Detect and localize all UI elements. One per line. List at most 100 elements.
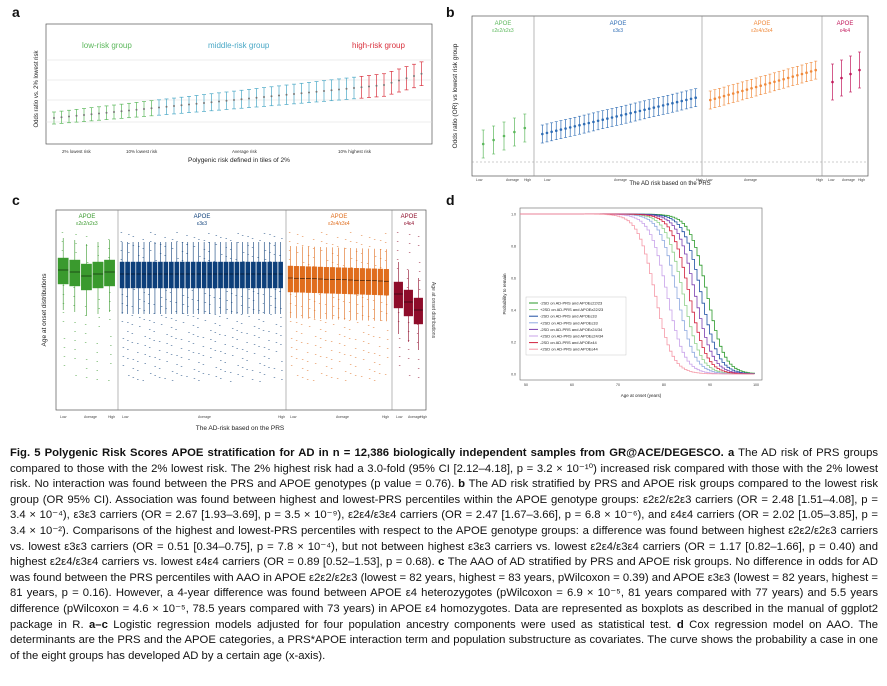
panel-d-xlabel: Age at onset (years) [621,393,662,398]
panel-a-errorbar [359,75,364,99]
panel-c-boxplot [234,233,240,375]
panel-b-xtick: High [816,178,823,182]
panel-d-ytick: 0.6 [511,277,516,281]
panel-c-boxplot [323,234,330,376]
panel-d-ytick: 1.0 [511,213,516,217]
panel-c-boxplot [179,242,185,376]
panel-c-ylabel-right: Age at onset distributions [430,282,436,339]
panel-c-group-sub: ε2ε4/ε3ε4 [328,221,350,227]
panel-a-errorbar [337,78,341,101]
panel-d-ytick: 0.0 [511,373,516,377]
panel-a-xtick-0: 2% lowest risk [62,149,92,154]
panel-b-errorbar [727,85,731,105]
panel-c-boxplot [261,233,267,375]
panel-c-xtick: Average [336,415,349,419]
panel-c-group-title: APOE [331,214,348,220]
panel-c-boxplot [201,240,207,374]
panel-b-errorbar [763,75,767,94]
panel-a-errorbar [202,94,206,112]
svg-text:-2SD on AD-PRS and APOEε22/23: -2SD on AD-PRS and APOEε22/23 [540,301,603,306]
panel-d-legend-entry: -2SD on AD-PRS and APOEε44 [529,340,597,345]
panel-a-errorbar [224,91,229,110]
panel-b-errorbar [754,77,758,97]
panel-a-errorbar [97,106,101,121]
panel-d-legend-entry: +2SD on AD-PRS and APOEε33 [529,320,598,325]
panel-a-label: a [12,4,20,20]
panel-b-errorbar [619,106,623,125]
panel-c-boxplot [104,239,116,381]
panel-c-boxplot [174,232,180,374]
panel-c-boxplot [147,232,152,374]
panel-c-group-sub: ε3ε3 [197,221,207,227]
panel-c-xtick: Low [396,415,403,419]
panel-b-errorbar [717,88,721,107]
panel-c-boxplot [229,240,234,382]
panel-a-errorbar [314,81,319,103]
panel-c-boxplot [278,238,283,380]
panel-c-ylabel: Age at onset distributions [41,273,48,347]
panel-c-group-sub: ε2ε2/ε2ε3 [76,221,98,227]
panel-c-boxplot [359,235,366,377]
panel-a-errorbar [164,98,169,115]
panel-a-errorbar [82,108,86,122]
panel-a-errorbar [67,109,71,124]
panel-d-ytick: 0.2 [511,341,516,345]
panel-b-errorbar [564,119,568,138]
panel-c-group-title: APOE [194,214,211,220]
panel-a-errorbar [134,102,139,118]
panel-c-boxplot [311,239,318,381]
panel-b-errorbar [657,97,660,116]
panel-d-ytick: 0.8 [511,245,516,249]
panel-b-xtick: High [524,178,531,182]
panel-c-boxplot [347,232,354,374]
caption-label-d: d [676,618,684,631]
panel-c-xtick: High [108,415,115,419]
panel-b-errorbar [782,69,786,89]
panel-b-group-title: APOE [754,21,771,27]
panel-a-errorbar [52,111,56,125]
panel-b-xlabel: The AD risk based on the PRS [629,181,710,187]
panel-b-group-sub: ε2ε4/ε3ε4 [751,28,773,34]
panel-b-xtick: High [858,178,865,182]
panel-d-legend-entry: +2SD on AD-PRS and APOEε24/34 [529,334,604,339]
panel-c-xtick: High [278,415,285,419]
panel-b-errorbar [666,95,670,114]
panel-b-errorbar [670,93,674,113]
panel-c-boxplot [305,246,312,380]
panel-b-errorbar [596,111,600,131]
panel-b-xtick: Low [544,178,551,182]
panel-c-boxplot [293,234,300,376]
panel-a-group-high: high-risk group [352,41,405,50]
panel-c-xtick: High [420,415,427,419]
panel-c-boxplot [377,240,384,374]
panel-a-errorbar [404,66,409,91]
panel-c-boxplot [223,238,229,372]
panel-c-label: c [12,192,20,208]
panel-c-boxplot [267,234,273,368]
panel-b-errorbar [587,113,591,133]
panel-b-errorbar [582,114,586,134]
panel-a-xlabel: Polygenic risk defined in tiles of 2% [188,157,290,164]
caption-title: Fig. 5 Polygenic Risk Scores APOE strati… [10,447,724,459]
panel-a-chart: Odds ratio vs. 2% lowest risk low-risk g… [34,23,433,164]
figure-caption: Fig. 5 Polygenic Risk Scores APOE strati… [10,446,878,664]
panel-a-xtick-2: Average risk [232,149,258,154]
panel-a-ylabel: Odds ratio vs. 2% lowest risk [34,49,40,127]
panel-c-boxplot [341,239,348,381]
panel-b-errorbar [610,108,614,127]
panel-c-boxplot [403,234,414,376]
panel-c-xtick: Low [290,415,297,419]
caption-text-ac: Logistic regression models adjusted for … [113,618,672,631]
panel-c-boxplot [245,236,251,370]
panel-a-errorbar [59,110,64,124]
caption-text-a: The AD risk of PRS groups compared to th… [10,447,879,491]
panel-b-errorbar [713,89,717,108]
panel-b-errorbar [502,121,506,151]
panel-c-boxplot [196,239,202,381]
panel-a-errorbar [74,109,79,123]
panel-b-label: b [446,4,455,20]
panel-c-boxplot [218,237,223,379]
panel-c-boxplot [163,237,169,379]
panel-b-errorbar [708,90,712,110]
panel-d-xtick: 60 [570,383,574,387]
